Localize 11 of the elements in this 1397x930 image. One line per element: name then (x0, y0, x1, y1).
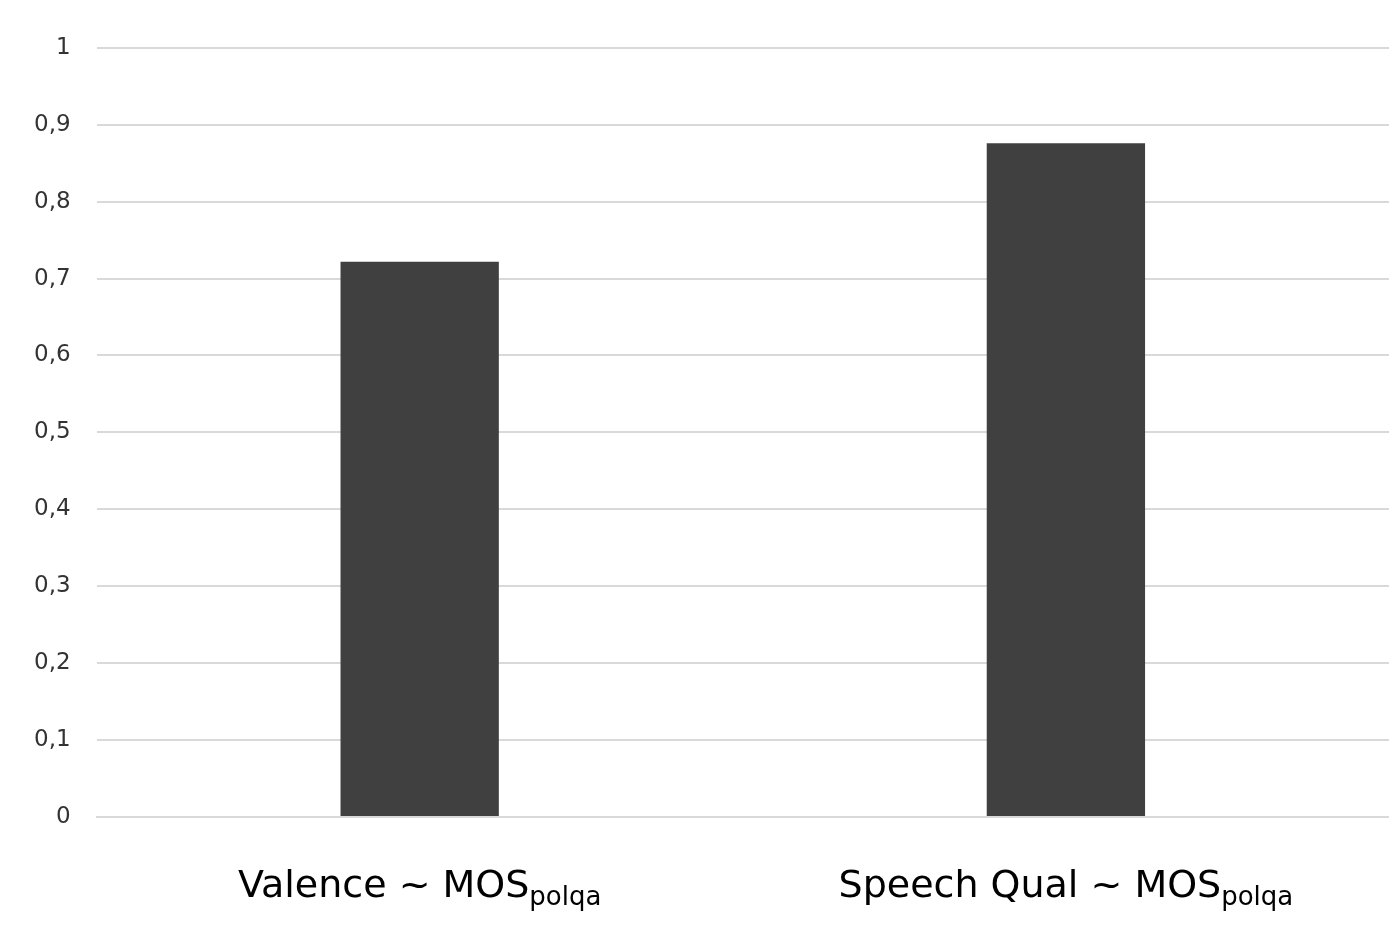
y-tick-label: 0,2 (34, 648, 71, 675)
y-tick-label: 0,4 (34, 494, 71, 521)
y-tick-label: 0,7 (34, 263, 71, 290)
y-tick-label: 0,6 (34, 340, 71, 367)
y-tick-label: 0,3 (34, 571, 71, 598)
y-tick-label: 1 (55, 32, 71, 59)
y-tick-label: 0,1 (34, 725, 71, 752)
y-tick-label: 0,5 (34, 417, 71, 444)
y-tick-label: 0 (55, 801, 71, 828)
y-tick-label: 0,9 (34, 109, 71, 136)
y-tick-label: 0,8 (34, 186, 71, 213)
